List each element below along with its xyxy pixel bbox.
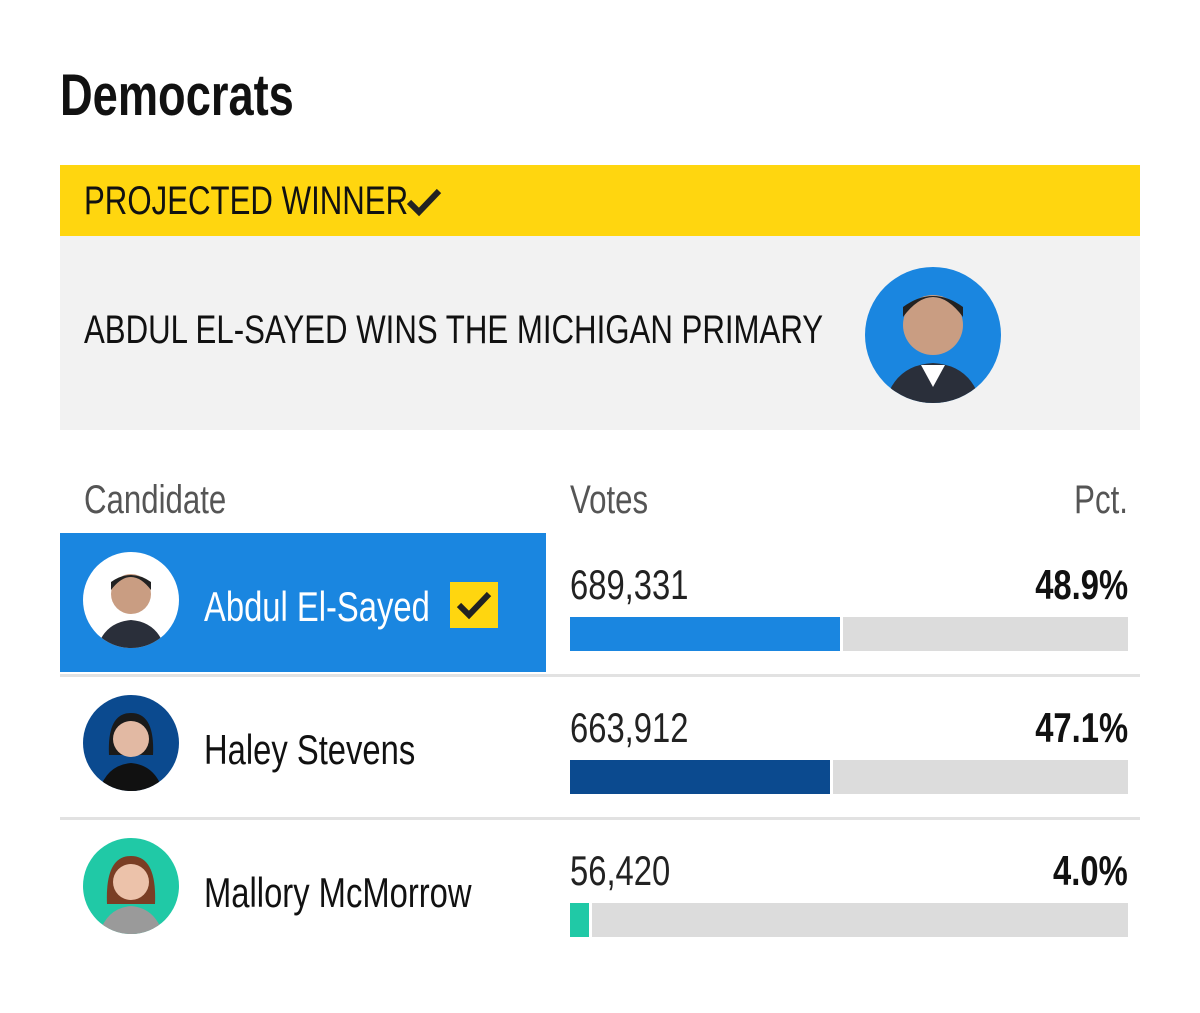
banner-body: ABDUL EL-SAYED WINS THE MICHIGAN PRIMARY (60, 236, 1140, 430)
votes-text: 56,420 (570, 847, 671, 894)
bar (570, 617, 843, 651)
candidate-name: Haley Stevens (204, 726, 416, 773)
votes-text: 663,912 (570, 704, 689, 751)
heading: Democrats (60, 62, 360, 129)
heading-text: Democrats (60, 63, 294, 128)
check-icon (406, 188, 442, 217)
column-header: Votes (570, 478, 649, 522)
candidate-photo (83, 552, 179, 648)
column-header: Candidate (84, 478, 227, 522)
bar-track (570, 903, 1128, 937)
winner-photo (865, 267, 1001, 403)
banner-headline: ABDUL EL-SAYED WINS THE MICHIGAN PRIMARY (84, 308, 824, 352)
row-separator (60, 817, 1140, 820)
pct: 48.9% (1009, 561, 1128, 609)
column-header: Pct. (1074, 478, 1128, 522)
pct: 47.1% (1009, 704, 1128, 752)
pct-text: 48.9% (1035, 561, 1128, 608)
candidate-name: Mallory McMorrow (204, 869, 472, 916)
pct: 4.0% (1032, 847, 1128, 895)
votes-text: 689,331 (570, 561, 689, 608)
bar-track (570, 617, 1128, 651)
bar (570, 760, 833, 794)
candidate-photo (83, 695, 179, 791)
banner-label-bar: PROJECTED WINNER (60, 165, 1140, 236)
votes: 56,420 (570, 847, 698, 895)
pct-text: 4.0% (1053, 847, 1128, 894)
bar-track (570, 760, 1128, 794)
winner-check (450, 582, 498, 628)
bar (570, 903, 593, 937)
candidate-photo (83, 838, 179, 934)
candidate-name: Abdul El-Sayed (204, 583, 430, 630)
votes: 689,331 (570, 561, 722, 609)
banner-label: PROJECTED WINNER (84, 179, 409, 223)
votes: 663,912 (570, 704, 722, 752)
row-separator (60, 674, 1140, 677)
pct-text: 47.1% (1035, 704, 1128, 751)
